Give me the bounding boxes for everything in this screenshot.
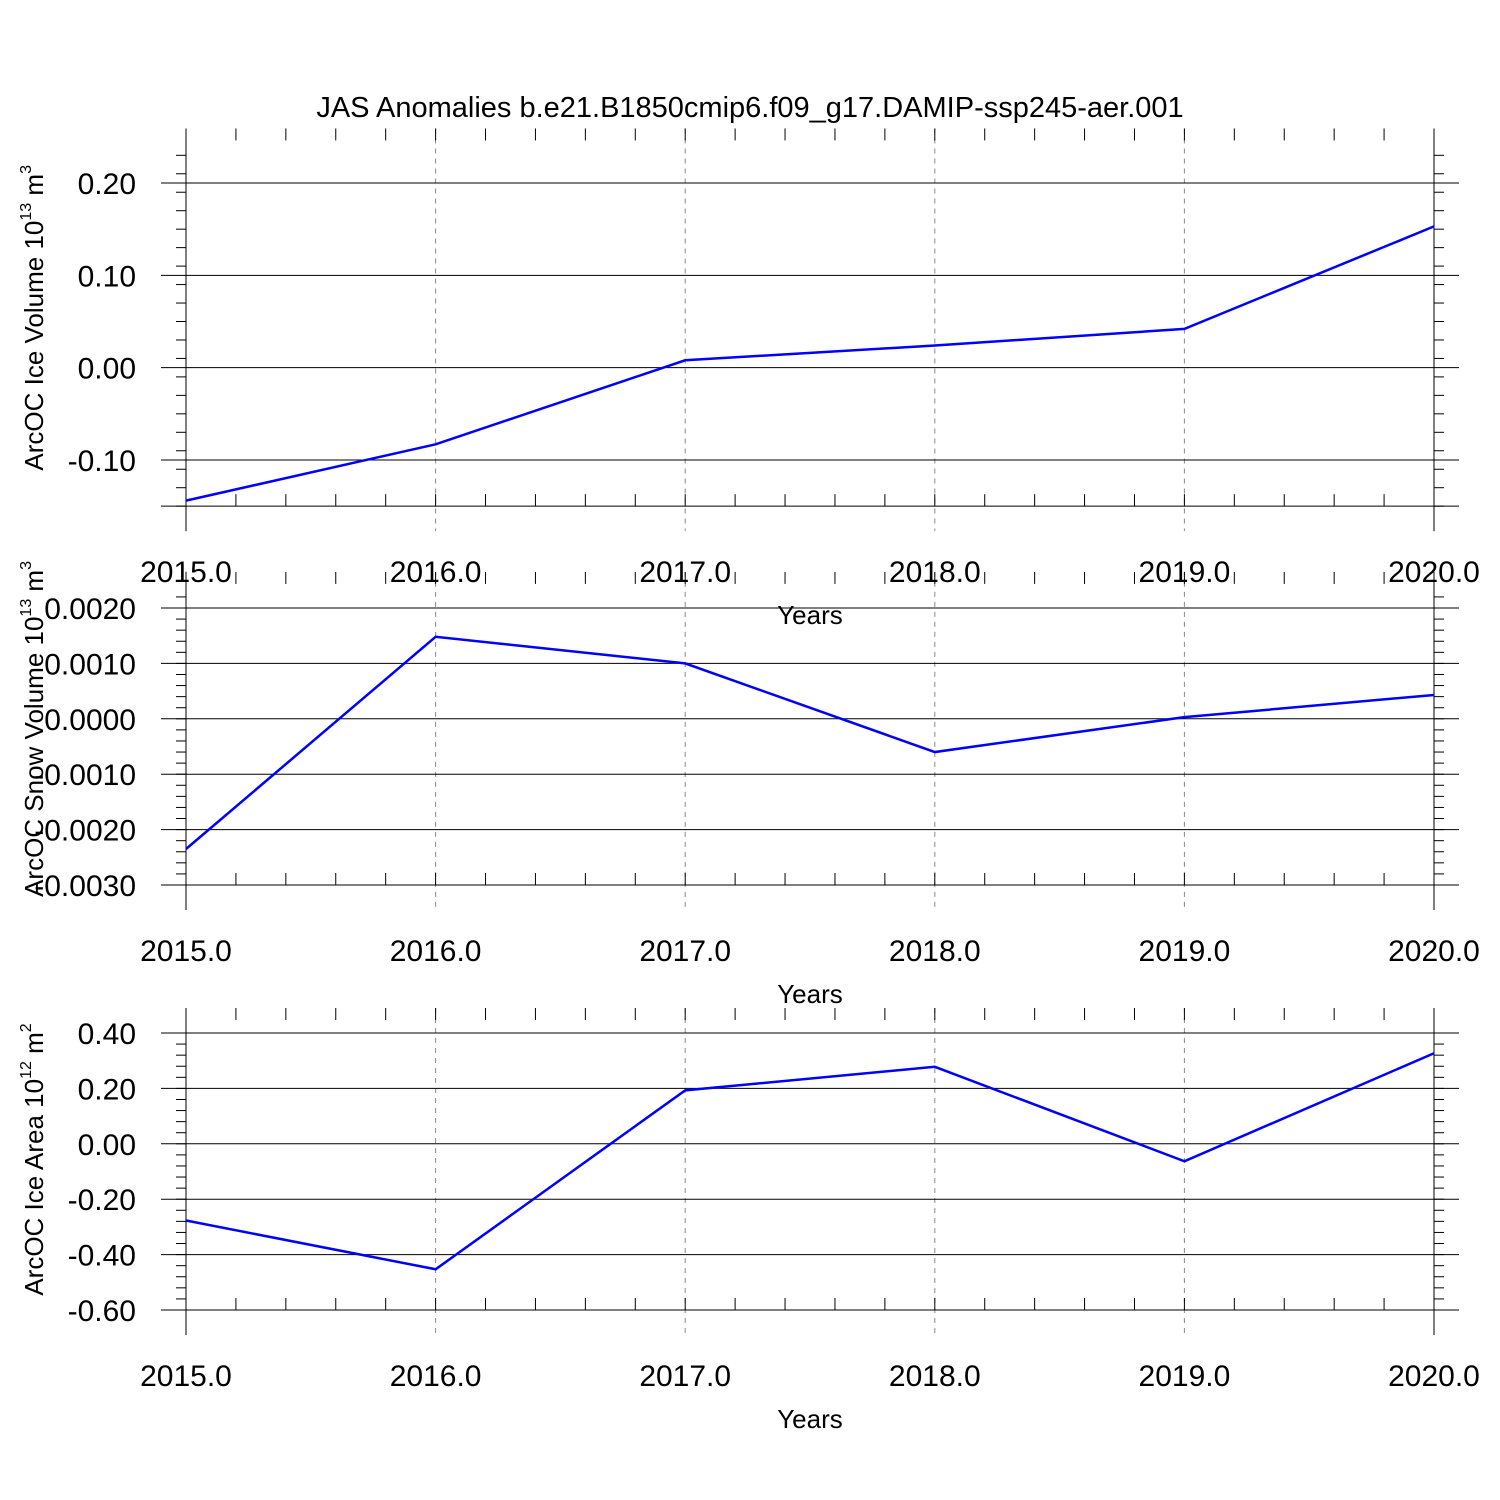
y-tick-label: 0.00 [78,353,136,386]
x-tick-label: 2020.0 [1388,1360,1480,1393]
x-tick-label: 2019.0 [1139,935,1231,968]
y-tick-label: -0.0030 [34,870,136,903]
y-axis-label-exponent: 13 [18,599,35,617]
y-tick-label: -0.10 [68,445,136,478]
y-axis-label-exponent: 13 [18,203,35,221]
y-tick-label: 0.40 [78,1018,136,1051]
x-tick-label: 2015.0 [140,1360,232,1393]
series-line [185,1052,1435,1271]
y-axis-label-text: ArcOC Snow Volume 10 [19,617,49,897]
series-line [185,225,1435,502]
y-axis-label: ArcOC Ice Volume 1013 m3 [18,165,49,471]
y-axis-label: ArcOC Ice Area 1012 m2 [18,1023,49,1295]
y-tick-label: -0.0020 [34,815,136,848]
y-axis-label-unit: m [19,570,49,599]
y-tick-label: 0.10 [78,260,136,293]
x-tick-label: 2018.0 [889,935,981,968]
y-tick-label: 0.20 [78,168,136,201]
x-tick-label: 2016.0 [390,1360,482,1393]
x-axis-label: Years [777,600,843,630]
y-tick-label: -0.0010 [34,759,136,792]
y-tick-label: -0.40 [68,1240,136,1273]
y-axis-label-unit-exponent: 3 [18,165,35,174]
x-tick-label: 2017.0 [639,935,731,968]
x-tick-label: 2020.0 [1388,935,1480,968]
x-tick-label: 2015.0 [140,935,232,968]
y-axis-label-text: ArcOC Ice Volume 10 [19,221,49,471]
y-axis-label-unit-exponent: 3 [18,561,35,570]
series-line [185,635,1435,850]
y-axis-label-text: ArcOC Ice Area 10 [19,1079,49,1296]
y-tick-label: 0.0020 [44,593,136,626]
y-tick-label: -0.60 [68,1295,136,1328]
y-tick-label: 0.0010 [44,648,136,681]
x-tick-label: 2017.0 [639,1360,731,1393]
y-tick-label: -0.20 [68,1184,136,1217]
y-tick-label: 0.20 [78,1073,136,1106]
panel-2: 0.00200.00100.0000-0.0010-0.0020-0.00302… [18,561,1480,1009]
y-tick-label: 0.00 [78,1129,136,1162]
figure-title: JAS Anomalies b.e21.B1850cmip6.f09_g17.D… [316,92,1183,124]
y-axis-label-unit-exponent: 2 [18,1023,35,1032]
x-tick-label: 2018.0 [889,1360,981,1393]
x-axis-label: Years [777,1404,843,1434]
y-tick-label: 0.0000 [44,704,136,737]
y-axis-label-unit: m [19,174,49,203]
y-axis-label-exponent: 12 [18,1061,35,1079]
y-axis-label-unit: m [19,1032,49,1061]
x-axis-label: Years [777,979,843,1009]
x-tick-label: 2019.0 [1139,1360,1231,1393]
y-axis-label: ArcOC Snow Volume 1013 m3 [18,561,49,897]
x-tick-label: 2016.0 [390,935,482,968]
